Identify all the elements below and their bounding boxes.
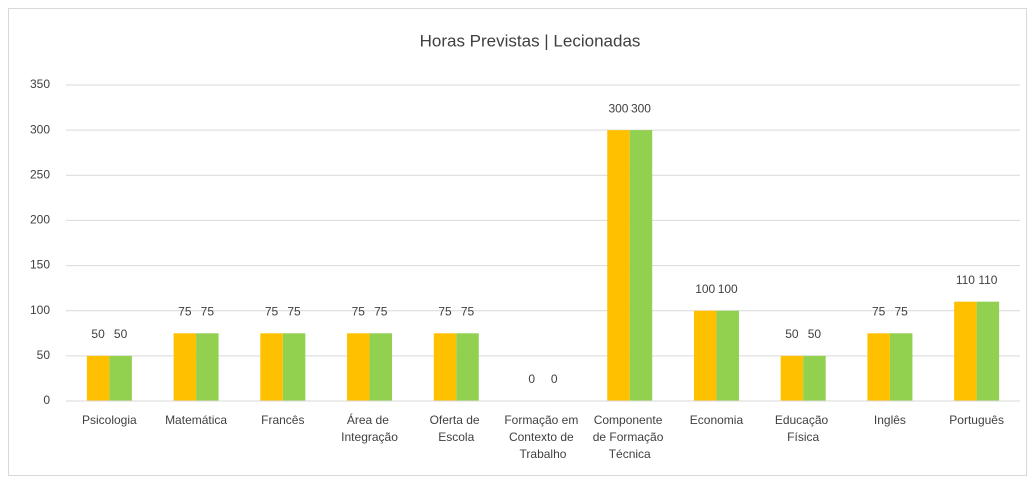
bar: [347, 333, 370, 401]
data-label: 75: [438, 304, 452, 318]
data-label: 75: [352, 304, 366, 318]
data-label: 300: [608, 101, 628, 115]
bar: [196, 333, 219, 401]
x-tick-label: Componente de Formação Técnica: [593, 413, 667, 461]
bar: [629, 130, 653, 401]
y-tick-label: 150: [30, 258, 50, 272]
chart-border: [8, 8, 1027, 476]
bar: [86, 355, 110, 401]
x-tick-label: Oferta de Escola: [430, 413, 483, 444]
x-tick-label: Português: [949, 413, 1004, 427]
bar: [976, 301, 1000, 401]
y-tick-label: 0: [43, 393, 50, 407]
x-tick-label: Psicologia: [82, 413, 137, 427]
bar: [716, 310, 739, 401]
data-label: 110: [978, 273, 997, 287]
data-label: 100: [718, 282, 738, 296]
bar: [109, 355, 132, 401]
bar: [369, 333, 393, 401]
data-label: 50: [91, 327, 105, 341]
bar: [889, 333, 913, 401]
data-label: 75: [178, 304, 192, 318]
data-label: 0: [551, 372, 558, 386]
x-tick-label: Francês: [261, 413, 304, 427]
data-label: 75: [201, 304, 215, 318]
x-tick-label: Área de Integração: [341, 412, 398, 444]
y-tick-label: 250: [30, 167, 50, 181]
x-tick-label: Formação em Contexto de Trabalho: [504, 413, 581, 461]
bar: [693, 310, 717, 401]
y-tick-label: 300: [30, 122, 50, 136]
bar: [803, 355, 826, 401]
data-label: 75: [265, 304, 279, 318]
x-tick-label: Inglês: [874, 413, 906, 427]
bar: [260, 333, 283, 401]
bar: [173, 333, 197, 401]
bar: [456, 333, 479, 401]
data-label: 75: [287, 304, 301, 318]
data-label: 110: [956, 273, 975, 287]
data-label: 300: [631, 101, 651, 115]
data-label: 75: [894, 304, 908, 318]
data-label: 75: [461, 304, 475, 318]
bar: [867, 333, 890, 401]
data-label: 100: [695, 282, 715, 296]
bar: [282, 333, 306, 401]
y-tick-label: 200: [30, 213, 50, 227]
chart-title: Horas Previstas | Lecionadas: [420, 31, 641, 50]
data-label: 50: [785, 327, 799, 341]
data-label: 50: [114, 327, 128, 341]
y-tick-label: 350: [30, 77, 50, 91]
x-tick-label: Economia: [690, 413, 744, 427]
y-tick-label: 50: [37, 348, 51, 362]
bar: [433, 333, 457, 401]
data-label: 75: [374, 304, 388, 318]
data-label: 0: [528, 372, 535, 386]
data-label: 75: [872, 304, 886, 318]
x-tick-label: Educação Física: [775, 413, 832, 444]
bar: [954, 301, 977, 401]
bar: [780, 355, 804, 401]
data-label: 50: [808, 327, 822, 341]
x-tick-label: Matemática: [165, 413, 227, 427]
bar: [607, 130, 630, 401]
y-tick-label: 100: [30, 303, 50, 317]
